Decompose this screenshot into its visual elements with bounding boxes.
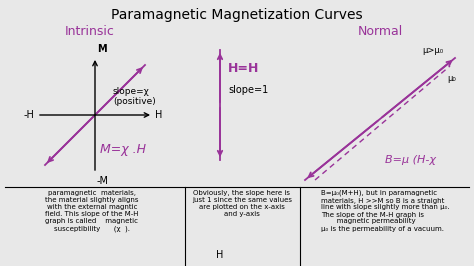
Text: μ₀: μ₀: [447, 74, 456, 83]
Text: M: M: [97, 44, 107, 54]
Text: H: H: [216, 250, 224, 260]
Text: μ>μ₀: μ>μ₀: [422, 46, 443, 55]
Text: -M: -M: [97, 176, 109, 186]
Text: M=χ .H: M=χ .H: [100, 143, 146, 156]
Text: H: H: [155, 110, 163, 120]
Text: slope=χ
(positive): slope=χ (positive): [113, 87, 156, 106]
Text: B=μ₀(M+H), but in paramagnetic
materials, H >>M so B is a straight
line with slo: B=μ₀(M+H), but in paramagnetic materials…: [321, 190, 449, 231]
Text: Normal: Normal: [357, 25, 402, 38]
Text: -H: -H: [23, 110, 34, 120]
Text: slope=1: slope=1: [228, 85, 268, 95]
Text: Obviously, the slope here is
just 1 since the same values
are plotted on the x-a: Obviously, the slope here is just 1 sinc…: [192, 190, 292, 217]
Text: Paramagnetic Magnetization Curves: Paramagnetic Magnetization Curves: [111, 8, 363, 22]
Text: Intrinsic: Intrinsic: [65, 25, 115, 38]
Text: B=μ (H-χ: B=μ (H-χ: [385, 155, 436, 165]
Text: paramagnetic  materials,
the material slightly aligns
with the external magntic
: paramagnetic materials, the material sli…: [45, 190, 139, 231]
Text: H=H: H=H: [228, 62, 259, 75]
